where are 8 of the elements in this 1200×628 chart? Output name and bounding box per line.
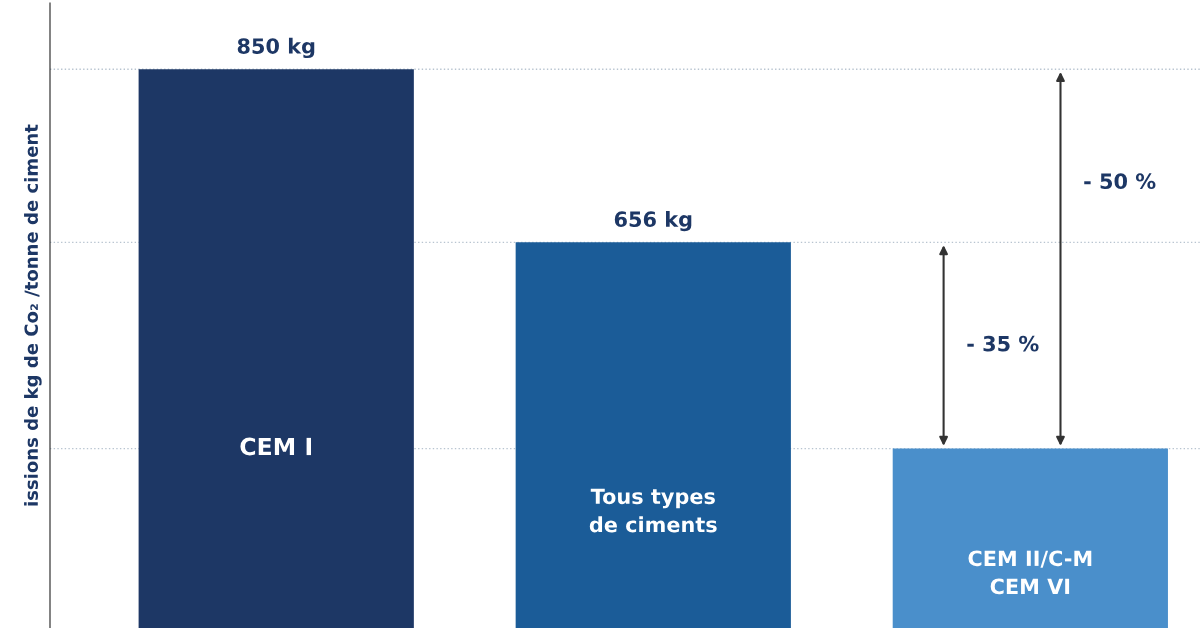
data-label: 656 kg xyxy=(614,210,692,232)
x-tick-label: Tous types de ciments xyxy=(589,488,717,533)
data-label: 850 kg xyxy=(237,37,315,59)
x-tick-label: CEM II/C-M CEM VI xyxy=(968,550,1092,595)
y-axis-title: issions de kg de Co₂ /tonne de ciment xyxy=(24,124,42,506)
annotation: - 50 % xyxy=(1084,173,1156,190)
annotation: - 35 % xyxy=(967,335,1039,352)
x-tick-label: CEM I xyxy=(240,437,312,456)
